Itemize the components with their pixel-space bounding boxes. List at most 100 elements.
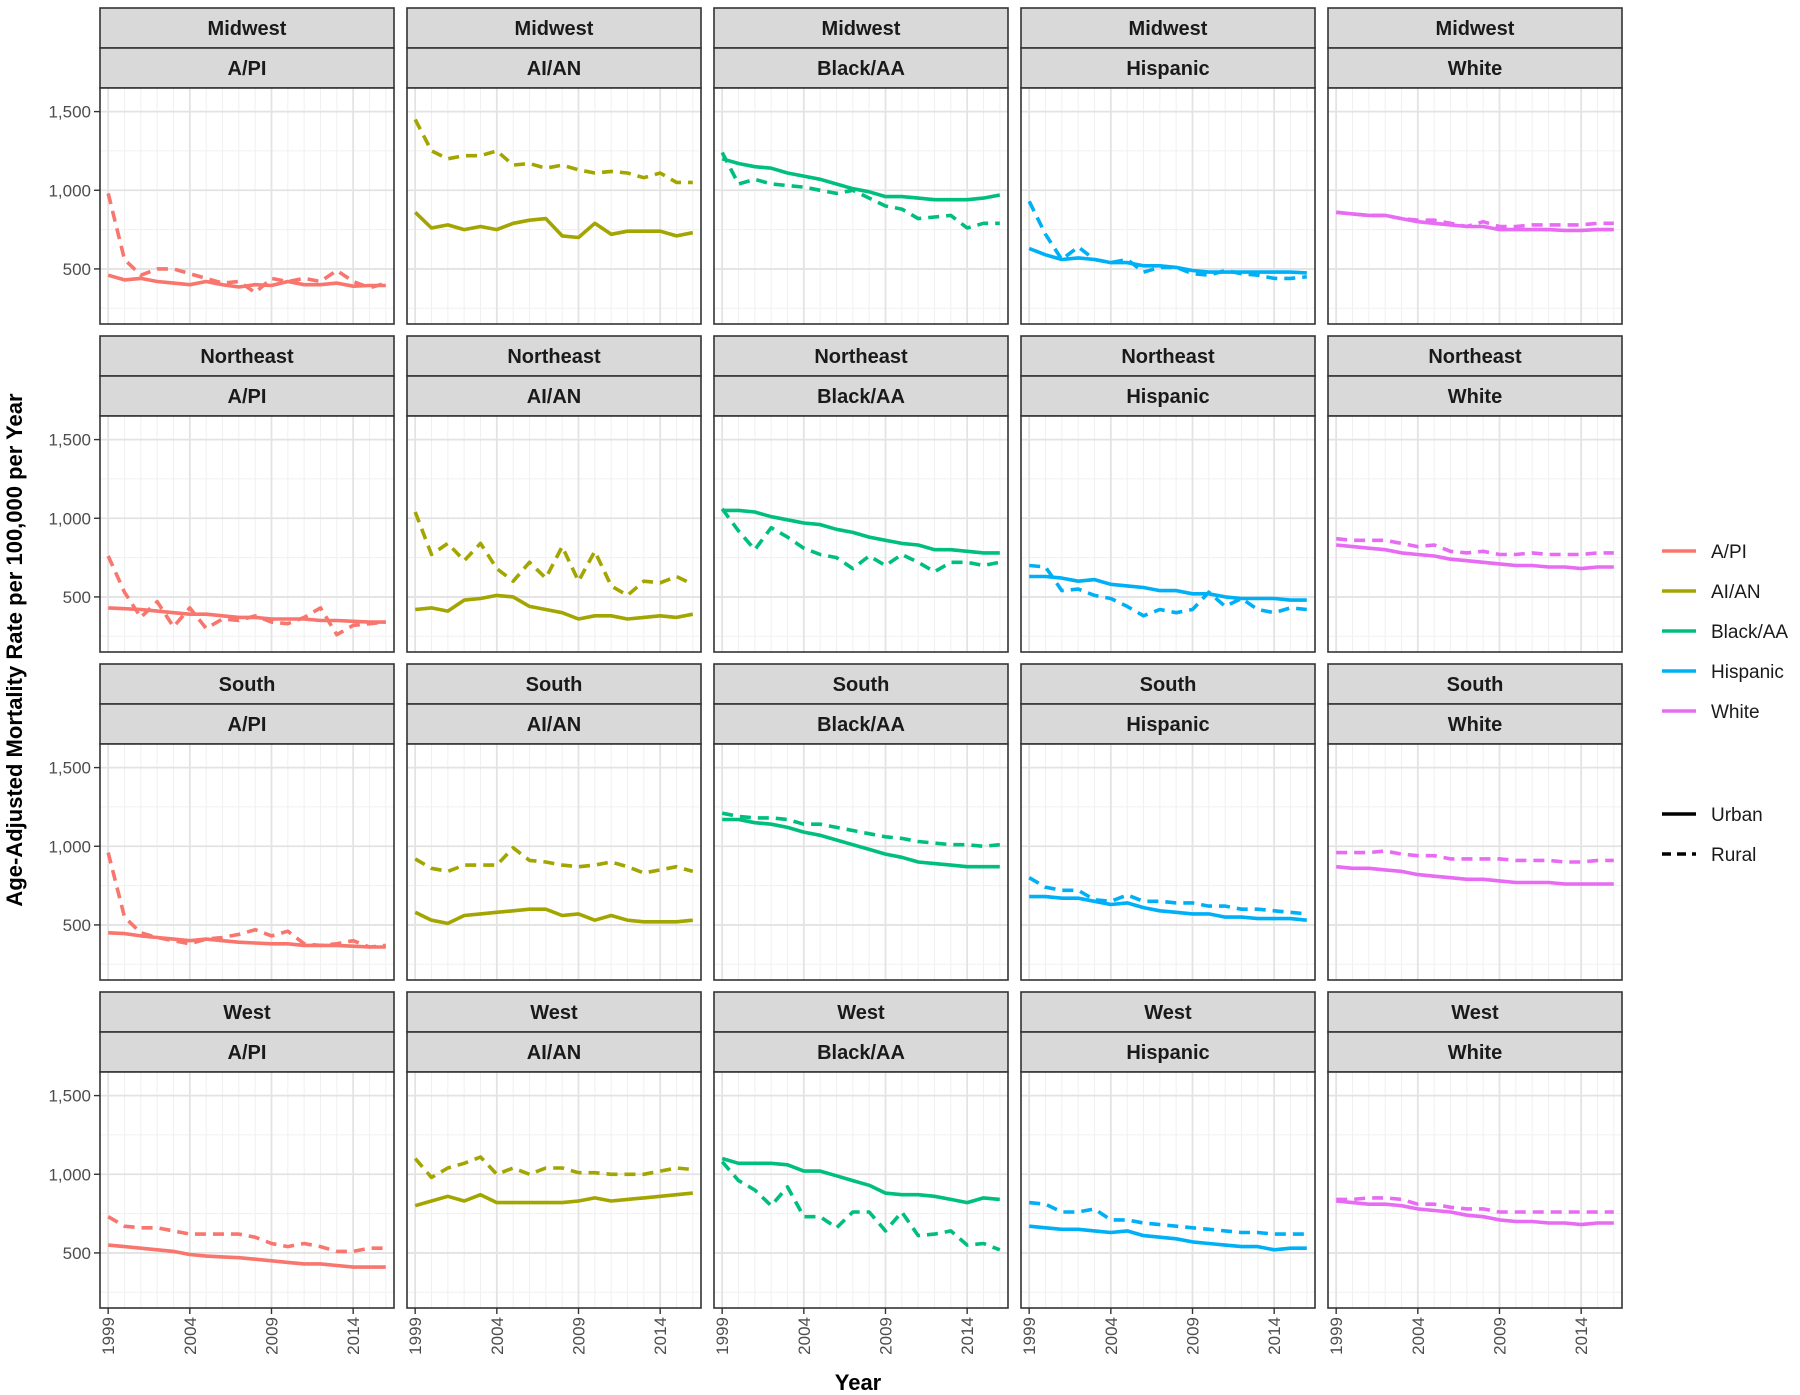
series-urban-midwest-white (1336, 210, 1614, 233)
panel-northeast-white: Northeast White (1327, 335, 1623, 653)
race-strip (406, 47, 702, 89)
race-strip-label: Black/AA (817, 1042, 905, 1064)
series-rural-midwest-ai-an (413, 118, 693, 185)
region-strip-label: South (219, 674, 276, 696)
race-strip (1327, 375, 1623, 417)
panel-south-a-pi: South A/PI (99, 663, 395, 981)
panel-border (713, 1071, 1009, 1309)
x-tick-label: 2009 (263, 1317, 282, 1355)
y-tick-label: 500 (63, 1244, 91, 1263)
race-strip-label: A/PI (228, 714, 267, 736)
series-rural-northeast-hispanic (1029, 563, 1307, 618)
y-tick-label: 1,500 (48, 1087, 91, 1106)
panel-border (406, 415, 702, 653)
plot-background (1021, 88, 1315, 324)
legend-label: White (1711, 702, 1760, 723)
panel-border (99, 1071, 395, 1309)
region-strip-label: Midwest (515, 18, 594, 40)
y-tick-label: 1,500 (48, 431, 91, 450)
race-strip-label: A/PI (228, 58, 267, 80)
panel-northeast-hispanic: Northeast Hispanic (1020, 335, 1316, 653)
region-strip (713, 991, 1009, 1033)
series-urban-south-a-pi (108, 931, 386, 949)
race-strip (99, 47, 395, 89)
panel-northeast-ai-an: Northeast AI/AN (406, 335, 702, 653)
y-tick-label: 1,000 (48, 181, 91, 200)
region-strip-label: Midwest (1436, 18, 1515, 40)
region-strip (1020, 335, 1316, 377)
series-urban-south-hispanic (1029, 894, 1307, 922)
region-strip (1020, 663, 1316, 705)
y-tick-label: 1,000 (48, 1165, 91, 1184)
series-urban-northeast-hispanic (1029, 574, 1307, 602)
race-strip (713, 1031, 1009, 1073)
series-rural-south-black-aa (721, 811, 1000, 849)
x-tick-label: 2004 (1102, 1317, 1121, 1355)
race-strip-label: White (1448, 1042, 1502, 1064)
region-strip-label: Northeast (507, 346, 601, 368)
panel-border (1327, 1071, 1623, 1309)
x-tick-label: 2014 (1572, 1317, 1591, 1355)
y-tick-label: 500 (63, 588, 91, 607)
legend-label: A/PI (1711, 542, 1747, 563)
legend-label: Hispanic (1711, 662, 1784, 683)
panel-midwest-a-pi: Midwest A/PI (99, 7, 395, 325)
y-tick-label: 1,500 (48, 759, 91, 778)
plot-background (100, 416, 394, 652)
series-urban-midwest-hispanic (1028, 246, 1307, 275)
panel-border (1020, 415, 1316, 653)
series-rural-south-a-pi (106, 852, 386, 949)
race-strip (1020, 1031, 1316, 1073)
region-strip-label: West (1144, 1002, 1192, 1024)
region-strip (99, 663, 395, 705)
region-strip (1327, 335, 1623, 377)
series-urban-west-ai-an (414, 1191, 693, 1208)
series-urban-northeast-a-pi (108, 606, 386, 624)
plot-background (100, 1072, 394, 1308)
race-strip (713, 375, 1009, 417)
panel-south-hispanic: South Hispanic (1020, 663, 1316, 981)
race-strip-label: White (1448, 386, 1502, 408)
plot-background (714, 88, 1008, 324)
series-rural-northeast-white (1336, 536, 1614, 557)
y-tick-label: 500 (63, 260, 91, 279)
region-strip (406, 335, 702, 377)
region-strip-label: Midwest (822, 18, 901, 40)
race-strip-label: Black/AA (817, 714, 905, 736)
x-tick-label: 2014 (958, 1317, 977, 1355)
legend-item-rural: Rural (1662, 845, 1756, 866)
x-tick-label: 2009 (877, 1317, 896, 1355)
series-rural-south-white (1336, 849, 1614, 864)
region-strip-label: West (223, 1002, 271, 1024)
series-urban-northeast-black-aa (722, 508, 1000, 555)
legend-label: Rural (1711, 845, 1756, 866)
y-tick-label: 1,000 (48, 837, 91, 856)
panels-layer: MidwestA/PIMidwestAI/ANMidwestBlack/AAMi… (99, 7, 1623, 1309)
panel-midwest-ai-an: Midwest AI/AN (406, 7, 702, 325)
panel-border (1327, 87, 1623, 325)
race-strip (99, 1031, 395, 1073)
y-tick-label: 500 (63, 916, 91, 935)
race-strip (99, 375, 395, 417)
region-strip-label: South (1447, 674, 1504, 696)
x-tick-label: 2004 (795, 1317, 814, 1355)
x-tick-label: 1999 (406, 1317, 425, 1355)
y-axis-ticks: 500 1,000 1,500 500 1,000 1,500 500 1,000 1,500 5… (48, 103, 100, 1263)
panel-border (1020, 1071, 1316, 1309)
panel-border (1020, 743, 1316, 981)
x-axis-ticks: 1999 2004 2009 2014 1999 2004 2009 2014 1999 2004… (99, 1308, 1591, 1355)
legend-item-white: White (1662, 702, 1760, 723)
region-strip (99, 335, 395, 377)
x-tick-label: 1999 (1020, 1317, 1039, 1355)
legend-item-hispanic: Hispanic (1662, 662, 1784, 683)
panel-border (406, 743, 702, 981)
plot-background (407, 88, 701, 324)
race-strip (1327, 47, 1623, 89)
series-urban-midwest-a-pi (107, 273, 386, 289)
region-strip (1020, 991, 1316, 1033)
race-strip-label: AI/AN (527, 714, 581, 736)
x-tick-label: 2004 (1409, 1317, 1428, 1355)
x-tick-label: 2009 (570, 1317, 589, 1355)
region-strip-label: West (837, 1002, 885, 1024)
x-axis-title: Year (835, 1370, 882, 1395)
